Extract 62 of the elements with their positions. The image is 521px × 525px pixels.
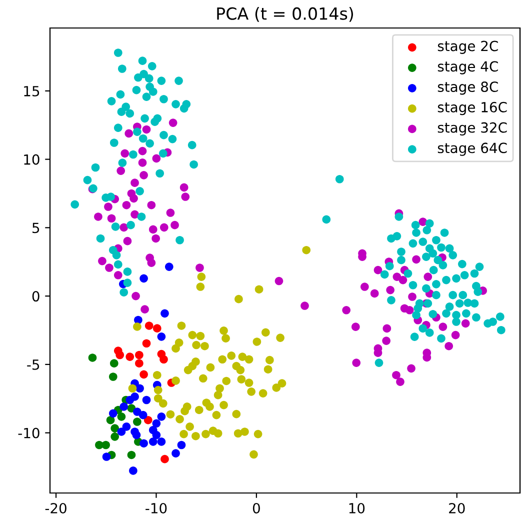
- y-tick-label: 0: [32, 291, 40, 302]
- point: [120, 402, 128, 411]
- chart-title: PCA (t = 0.014s): [217, 7, 354, 22]
- point: [172, 449, 180, 458]
- point: [157, 438, 166, 446]
- legend-label: stage 8C: [438, 82, 498, 95]
- y-tick-label: 10: [24, 154, 40, 165]
- x-tick-label: 0: [252, 502, 260, 514]
- point: [127, 450, 136, 460]
- point: [140, 274, 148, 283]
- point: [117, 412, 126, 421]
- point: [129, 466, 138, 475]
- point: [164, 262, 174, 271]
- x-tick-label: 10: [349, 502, 365, 514]
- legend-label: stage 4C: [438, 61, 498, 74]
- point: [106, 416, 115, 424]
- y-tick-label: -5: [27, 360, 40, 370]
- point: [140, 439, 148, 448]
- point: [144, 416, 152, 424]
- point: [126, 352, 134, 361]
- point: [142, 339, 151, 348]
- point: [144, 322, 154, 330]
- legend-label: stage 64C: [438, 142, 507, 156]
- x-tick-label: 20: [449, 502, 465, 514]
- legend-label: stage 2C: [438, 40, 498, 54]
- point: [142, 396, 151, 404]
- point: [152, 419, 161, 428]
- point: [130, 392, 139, 401]
- point: [102, 440, 110, 450]
- point: [102, 452, 111, 461]
- point: [135, 359, 144, 368]
- y-tick-label: -10: [18, 428, 40, 438]
- point: [108, 372, 118, 381]
- point: [88, 354, 97, 362]
- point: [122, 422, 131, 431]
- x-tick-label: -10: [146, 502, 167, 514]
- point: [140, 370, 148, 379]
- point: [157, 412, 166, 421]
- point: [133, 418, 142, 426]
- point: [138, 410, 148, 420]
- point: [177, 440, 186, 450]
- point: [132, 430, 141, 440]
- point: [157, 332, 166, 341]
- legend-label: stage 32C: [438, 122, 507, 136]
- point: [152, 324, 162, 332]
- point: [148, 438, 158, 446]
- point: [135, 350, 144, 360]
- x-tick-label: -20: [45, 502, 66, 514]
- y-tick-label: 15: [24, 86, 40, 96]
- point: [116, 350, 124, 360]
- point: [136, 384, 144, 393]
- point: [160, 454, 169, 464]
- point: [117, 428, 126, 436]
- point: [110, 424, 120, 432]
- point: [108, 409, 118, 418]
- point: [110, 432, 120, 441]
- legend-label: stage 16C: [438, 102, 507, 116]
- point: [110, 359, 118, 368]
- y-tick-label: 5: [32, 222, 40, 234]
- point: [152, 430, 161, 440]
- point: [160, 309, 169, 318]
- point: [160, 355, 168, 364]
